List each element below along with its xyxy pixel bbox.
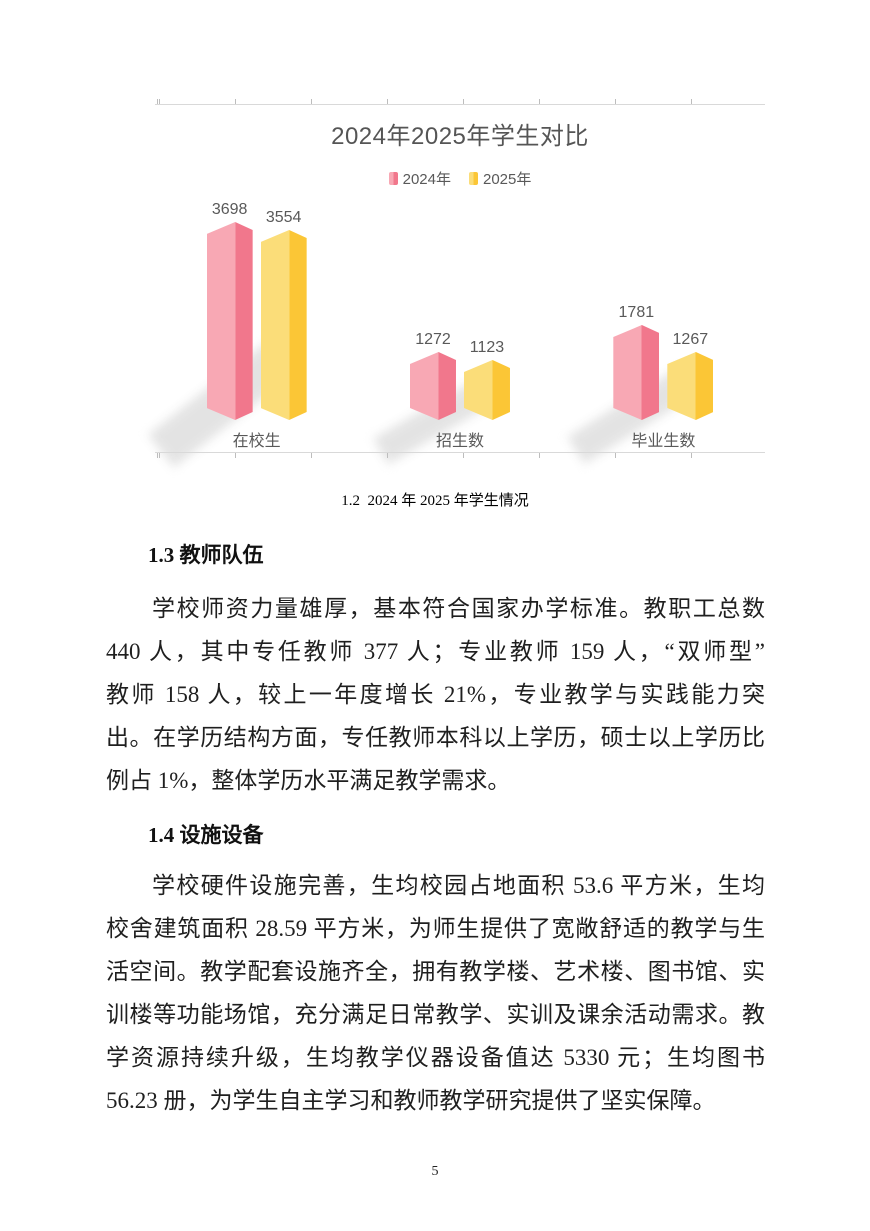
bar-column: 3554 (261, 209, 307, 420)
section-heading-1-4: 1.4 设施设备 (148, 823, 264, 847)
bar-2024-graduates (613, 325, 659, 420)
category-label: 在校生 (232, 433, 281, 450)
legend-item-2025: 2025年 (469, 168, 531, 189)
bar-2025-graduates (667, 352, 713, 420)
bar-group-enrolled: 3698 3554 在校生 (147, 190, 358, 468)
plot-area: 3698 3554 在校生 1272 1123 (147, 190, 765, 468)
axis-ticks-top (155, 99, 765, 104)
bar-group-admissions: 1272 1123 招生数 (358, 190, 561, 465)
paragraph-line: 校舍建筑面积 28.59 平方米，为师生提供了宽敞舒适的教学与生 (106, 916, 765, 941)
data-label: 1123 (469, 339, 505, 356)
data-label: 1781 (618, 304, 655, 321)
axis-ticks-bottom (155, 453, 765, 458)
paragraph-line: 例占 1%，整体学历水平满足教学需求。 (106, 768, 511, 793)
bar-column: 1267 (667, 331, 713, 420)
chart-legend: 2024年 2025年 (155, 168, 765, 189)
paragraph-line: 学资源持续升级，生均教学仪器设备值达 5330 元；生均图书 (106, 1045, 765, 1070)
data-label: 1272 (415, 331, 451, 348)
bar-2025-enrolled (261, 230, 307, 420)
paragraph-facilities: 学校硬件设施完善，生均校园占地面积 53.6 平方米，生均 校舍建筑面积 28.… (106, 864, 765, 1122)
paragraph-line: 学校硬件设施完善，生均校园占地面积 53.6 平方米，生均 (152, 873, 765, 898)
axis-line-bottom (155, 452, 765, 453)
legend-swatch-2025 (469, 172, 478, 185)
bar-group-graduates: 1781 1267 毕业生数 (562, 190, 765, 465)
paragraph-line: 56.23 册，为学生自主学习和教师教学研究提供了坚实保障。 (106, 1088, 716, 1113)
legend-item-2024: 2024年 (388, 168, 451, 189)
student-comparison-chart: 2024年2025年学生对比 2024年 2025年 3698 3554 (147, 99, 765, 468)
paragraph-line: 活空间。教学配套设施齐全，拥有教学楼、艺术楼、图书馆、实 (106, 959, 765, 984)
axis-line-top (155, 104, 765, 105)
paragraph-line: 出。在学历结构方面，专任教师本科以上学历，硕士以上学历比 (106, 725, 765, 750)
bar-column: 3698 (207, 201, 253, 420)
bar-2024-admissions (410, 352, 456, 420)
paragraph-line: 学校师资力量雄厚，基本符合国家办学标准。教职工总数 (152, 596, 765, 621)
legend-label: 2024年 (402, 171, 451, 188)
paragraph-teachers: 学校师资力量雄厚，基本符合国家办学标准。教职工总数 440 人，其中专任教师 3… (106, 587, 765, 802)
bar-column: 1272 (410, 331, 456, 420)
paragraph-line: 训楼等功能场馆，充分满足日常教学、实训及课余活动需求。教 (106, 1002, 765, 1027)
chart-title: 2024年2025年学生对比 (331, 123, 589, 150)
data-label: 3698 (211, 201, 248, 218)
paragraph-line: 教师 158 人，较上一年度增长 21%，专业教学与实践能力突 (106, 682, 765, 707)
category-label: 招生数 (435, 433, 484, 450)
legend-label: 2025年 (483, 171, 532, 188)
bar-2025-admissions (464, 360, 510, 420)
legend-swatch-2024 (388, 172, 398, 185)
data-label: 3554 (265, 209, 302, 226)
category-label: 毕业生数 (631, 433, 696, 450)
figure-caption: 1.2 2024 年 2025 年学生情况 (341, 493, 529, 509)
paragraph-line: 440 人，其中专任教师 377 人；专业教师 159 人，“双师型” (106, 639, 765, 664)
data-label: 1267 (672, 331, 709, 348)
bar-column: 1781 (613, 304, 659, 420)
page-number: 5 (431, 1164, 439, 1179)
bar-2024-enrolled (207, 222, 253, 420)
bar-column: 1123 (464, 339, 510, 420)
section-heading-1-3: 1.3 教师队伍 (148, 543, 264, 567)
